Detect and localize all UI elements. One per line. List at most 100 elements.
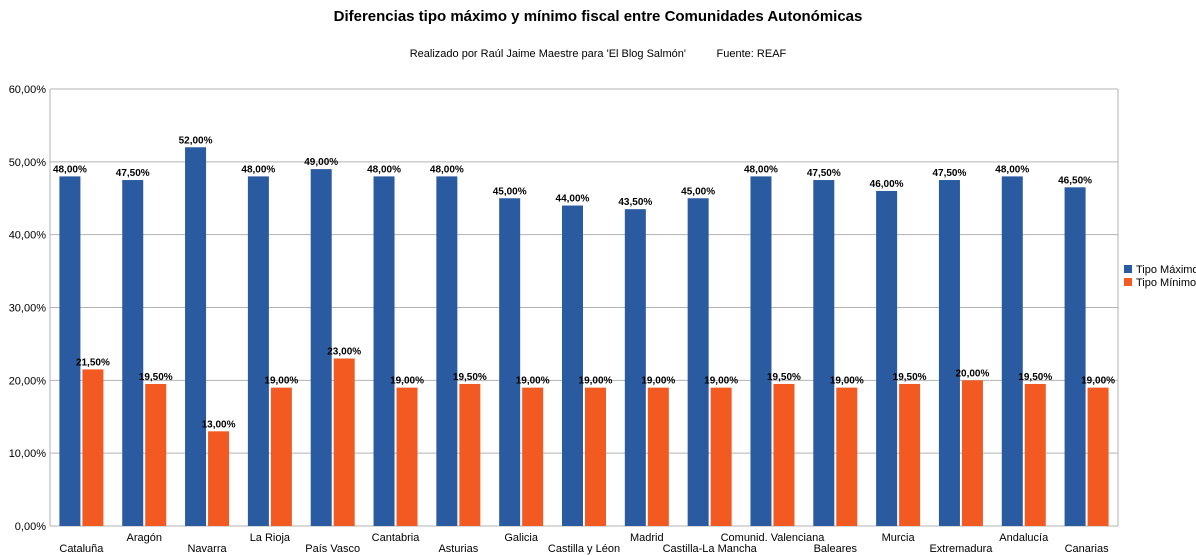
bar-tipo-minimo [1087,387,1109,526]
bar-tipo-maximo [122,180,144,526]
bar-tipo-minimo [459,383,481,526]
data-label: 43,50% [618,197,652,208]
data-label: 47,50% [932,168,966,179]
data-label: 48,00% [430,164,464,175]
data-label: 44,00% [556,194,590,205]
data-label: 45,00% [681,186,715,197]
category-label: La Rioja [250,532,291,544]
bar-tipo-minimo [208,431,230,526]
bar-tipo-maximo [562,205,583,527]
data-label: 23,00% [327,346,361,357]
chart-title: Diferencias tipo máximo y mínimo fiscal … [333,8,863,25]
bar-tipo-minimo [270,387,292,526]
bar-tipo-maximo [687,198,709,526]
category-label: Cataluña [59,543,104,555]
category-label: Baleares [814,543,858,555]
bar-tipo-maximo [373,176,395,526]
data-label: 19,50% [893,372,927,383]
bar-tipo-minimo [961,380,983,526]
data-label: 48,00% [367,164,401,175]
bar-tipo-minimo [145,383,167,526]
data-label: 19,00% [264,376,298,387]
y-tick-label: 40,00% [9,230,47,242]
data-label: 19,00% [390,376,424,387]
bar-tipo-maximo [59,176,81,526]
data-label: 19,50% [767,372,801,383]
data-label: 19,50% [453,372,487,383]
bar-tipo-minimo [647,387,669,526]
data-label: 46,00% [870,179,904,190]
category-label: Cantabria [372,532,421,544]
bar-tipo-minimo [773,383,795,526]
y-tick-label: 30,00% [9,303,47,315]
category-label: Navarra [187,543,227,555]
category-label: Asturias [438,543,478,555]
data-label: 48,00% [241,164,275,175]
data-label: 19,00% [1081,376,1115,387]
data-label: 47,50% [116,168,150,179]
data-label: 48,00% [995,164,1029,175]
category-label: Galicia [504,532,539,544]
bar-tipo-maximo [436,176,458,526]
data-label: 19,50% [139,372,173,383]
data-label: 47,50% [807,168,841,179]
legend-label: Tipo Máximo [1136,264,1196,276]
bar-tipo-maximo [876,190,898,526]
bar-tipo-minimo [82,369,104,526]
data-label: 19,00% [516,376,550,387]
bar-tipo-maximo [1001,176,1023,526]
category-label: Extremadura [929,543,993,555]
bar-tipo-maximo [624,209,646,527]
bar-tipo-maximo [310,169,332,526]
category-label: Canarias [1065,543,1110,555]
bar-tipo-minimo [836,387,858,526]
category-label: Castilla-La Mancha [663,543,758,555]
legend-label: Tipo Mínimo [1136,277,1196,289]
data-label: 20,00% [955,368,989,379]
chart-subtitle: Realizado por Raúl Jaime Maestre para 'E… [409,48,787,60]
bar-tipo-minimo [585,387,606,526]
bar-tipo-minimo [1024,383,1046,526]
category-label: País Vasco [305,543,360,555]
data-label: 48,00% [53,164,87,175]
data-label: 45,00% [493,186,527,197]
data-labels: 48,00% 21,50% 47,50% 19,50% 52,00% 13,00% 48,0… [53,135,1115,430]
y-tick-label: 10,00% [9,448,47,460]
bar-tipo-maximo [938,180,960,526]
y-tick-label: 20,00% [9,375,47,387]
bar-tipo-maximo [247,176,269,526]
data-label: 21,50% [76,357,110,368]
bar-tipo-minimo [710,387,732,526]
data-label: 49,00% [304,157,338,168]
category-label: Comunid. Valenciana [721,532,826,544]
bars [59,147,1109,527]
data-label: 19,00% [830,376,864,387]
bar-tipo-maximo [185,147,207,526]
y-tick-label: 50,00% [9,157,47,169]
bar-tipo-minimo [522,387,544,526]
bar-tipo-maximo [750,176,772,526]
category-label: Madrid [630,532,664,544]
bar-tipo-minimo [396,387,418,526]
category-label: Aragón [126,532,161,544]
data-label: 46,50% [1058,175,1092,186]
bar-tipo-maximo [499,198,521,526]
data-label: 19,00% [579,376,613,387]
bar-tipo-maximo [1064,187,1086,526]
data-label: 19,00% [641,376,675,387]
data-label: 19,50% [1018,372,1052,383]
y-tick-label: 60,00% [9,84,47,96]
category-label: Castilla y Léon [548,543,620,555]
data-label: 52,00% [179,135,213,146]
data-label: 19,00% [704,376,738,387]
category-label: Andalucía [999,532,1049,544]
legend-swatch-tipo-minimo [1124,278,1132,286]
bar-tipo-minimo [333,358,355,526]
bar-tipo-minimo [899,383,921,526]
data-label: 13,00% [202,419,236,430]
bar-tipo-maximo [813,180,835,526]
category-label: Murcia [882,532,916,544]
legend-swatch-tipo-maximo [1124,265,1132,273]
